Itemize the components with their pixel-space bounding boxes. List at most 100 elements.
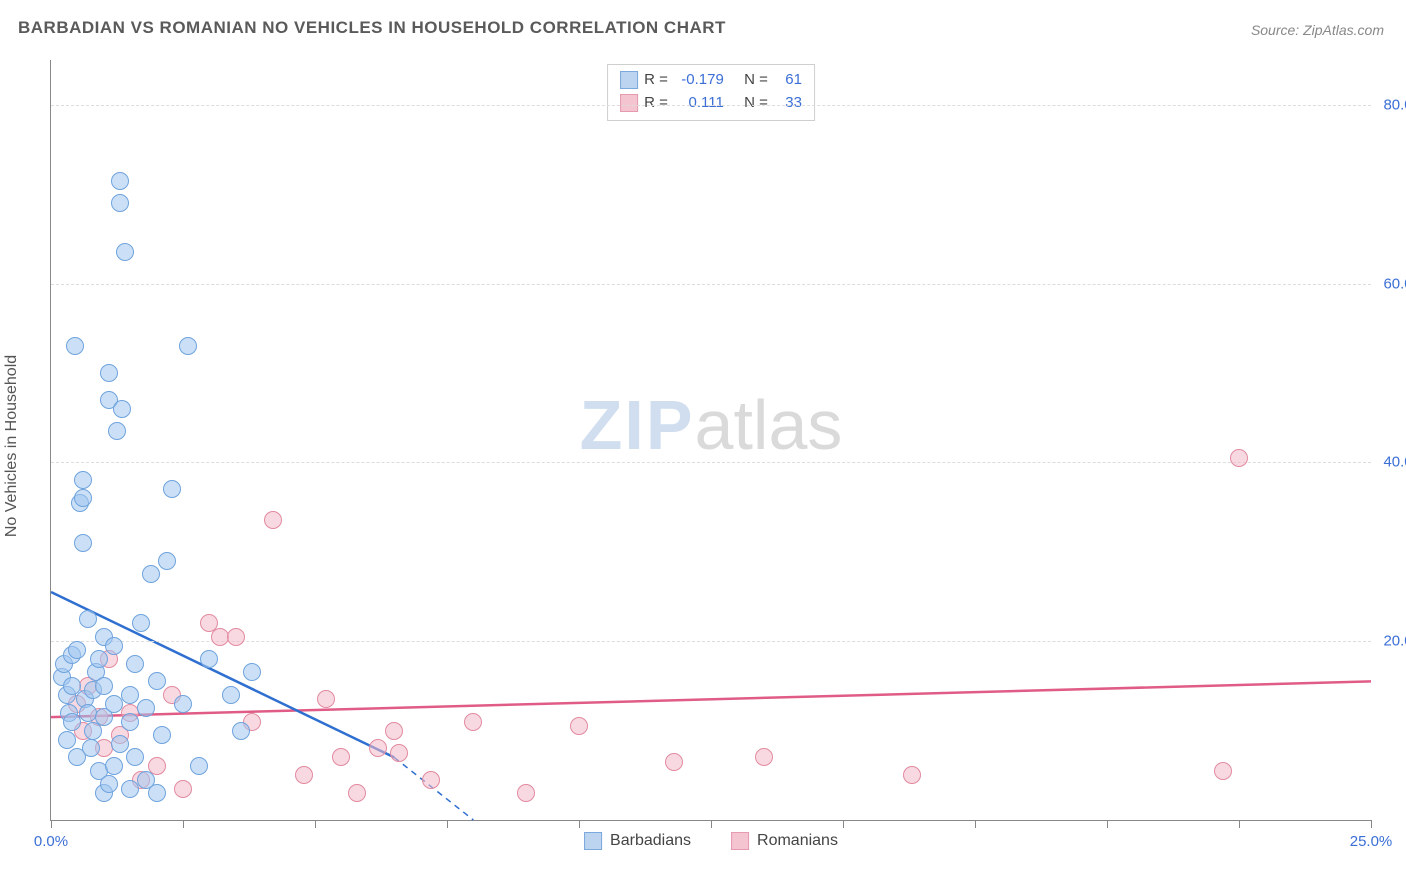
x-tick [183, 820, 184, 828]
x-tick [51, 820, 52, 828]
data-point [755, 748, 773, 766]
regression-lines [51, 60, 1371, 820]
data-point [126, 655, 144, 673]
gridline [51, 284, 1371, 285]
data-point [570, 717, 588, 735]
data-point [222, 686, 240, 704]
data-point [163, 480, 181, 498]
data-point [100, 364, 118, 382]
x-tick [843, 820, 844, 828]
data-point [90, 650, 108, 668]
swatch-blue-icon [584, 832, 602, 850]
data-point [74, 471, 92, 489]
stats-box: R = -0.179 N = 61 R = 0.111 N = 33 [607, 64, 815, 121]
y-tick-label: 20.0% [1383, 633, 1406, 650]
N-label: N = [744, 69, 768, 92]
data-point [153, 726, 171, 744]
data-point [1230, 449, 1248, 467]
data-point [111, 172, 129, 190]
data-point [1214, 762, 1232, 780]
N-pink: 33 [774, 92, 802, 115]
data-point [58, 731, 76, 749]
data-point [517, 784, 535, 802]
data-point [348, 784, 366, 802]
data-point [295, 766, 313, 784]
legend-blue: Barbadians [584, 832, 691, 850]
x-tick [315, 820, 316, 828]
data-point [232, 722, 250, 740]
N-label: N = [744, 92, 768, 115]
data-point [121, 713, 139, 731]
swatch-pink [620, 94, 638, 112]
data-point [317, 690, 335, 708]
y-tick-label: 40.0% [1383, 454, 1406, 471]
watermark-zip: ZIP [580, 386, 695, 464]
data-point [137, 699, 155, 717]
data-point [82, 739, 100, 757]
stats-row-pink: R = 0.111 N = 33 [620, 92, 802, 115]
gridline [51, 105, 1371, 106]
legend-pink-label: Romanians [757, 832, 838, 850]
data-point [95, 677, 113, 695]
chart-source: Source: ZipAtlas.com [1251, 22, 1384, 38]
data-point [74, 534, 92, 552]
data-point [158, 552, 176, 570]
N-blue: 61 [774, 69, 802, 92]
x-tick-label: 25.0% [1350, 833, 1393, 850]
x-tick [1239, 820, 1240, 828]
data-point [332, 748, 350, 766]
data-point [126, 748, 144, 766]
data-point [68, 641, 86, 659]
data-point [111, 735, 129, 753]
data-point [200, 650, 218, 668]
R-blue: -0.179 [674, 69, 724, 92]
x-tick [1371, 820, 1372, 828]
x-tick [579, 820, 580, 828]
R-label: R = [644, 69, 668, 92]
data-point [243, 663, 261, 681]
gridline [51, 462, 1371, 463]
data-point [390, 744, 408, 762]
data-point [111, 194, 129, 212]
data-point [174, 695, 192, 713]
chart-title: BARBADIAN VS ROMANIAN NO VEHICLES IN HOU… [18, 18, 726, 38]
legend-blue-label: Barbadians [610, 832, 691, 850]
data-point [79, 610, 97, 628]
legend-pink: Romanians [731, 832, 838, 850]
data-point [464, 713, 482, 731]
swatch-blue [620, 71, 638, 89]
swatch-pink-icon [731, 832, 749, 850]
data-point [74, 489, 92, 507]
data-point [148, 784, 166, 802]
data-point [113, 400, 131, 418]
y-tick-label: 60.0% [1383, 275, 1406, 292]
data-point [66, 337, 84, 355]
x-tick [975, 820, 976, 828]
data-point [142, 565, 160, 583]
data-point [227, 628, 245, 646]
y-axis-title: No Vehicles in Household [3, 355, 21, 537]
watermark-atlas: atlas [695, 386, 843, 464]
x-tick-label: 0.0% [34, 833, 68, 850]
plot-area: ZIPatlas R = -0.179 N = 61 R = 0.111 N =… [50, 60, 1371, 821]
data-point [174, 780, 192, 798]
data-point [100, 775, 118, 793]
x-tick [711, 820, 712, 828]
data-point [108, 422, 126, 440]
watermark: ZIPatlas [580, 385, 843, 465]
data-point [264, 511, 282, 529]
data-point [190, 757, 208, 775]
data-point [148, 672, 166, 690]
data-point [179, 337, 197, 355]
x-tick [447, 820, 448, 828]
data-point [116, 243, 134, 261]
stats-row-blue: R = -0.179 N = 61 [620, 69, 802, 92]
data-point [369, 739, 387, 757]
data-point [105, 637, 123, 655]
y-tick-label: 80.0% [1383, 96, 1406, 113]
data-point [121, 686, 139, 704]
gridline [51, 641, 1371, 642]
data-point [385, 722, 403, 740]
data-point [903, 766, 921, 784]
data-point [665, 753, 683, 771]
